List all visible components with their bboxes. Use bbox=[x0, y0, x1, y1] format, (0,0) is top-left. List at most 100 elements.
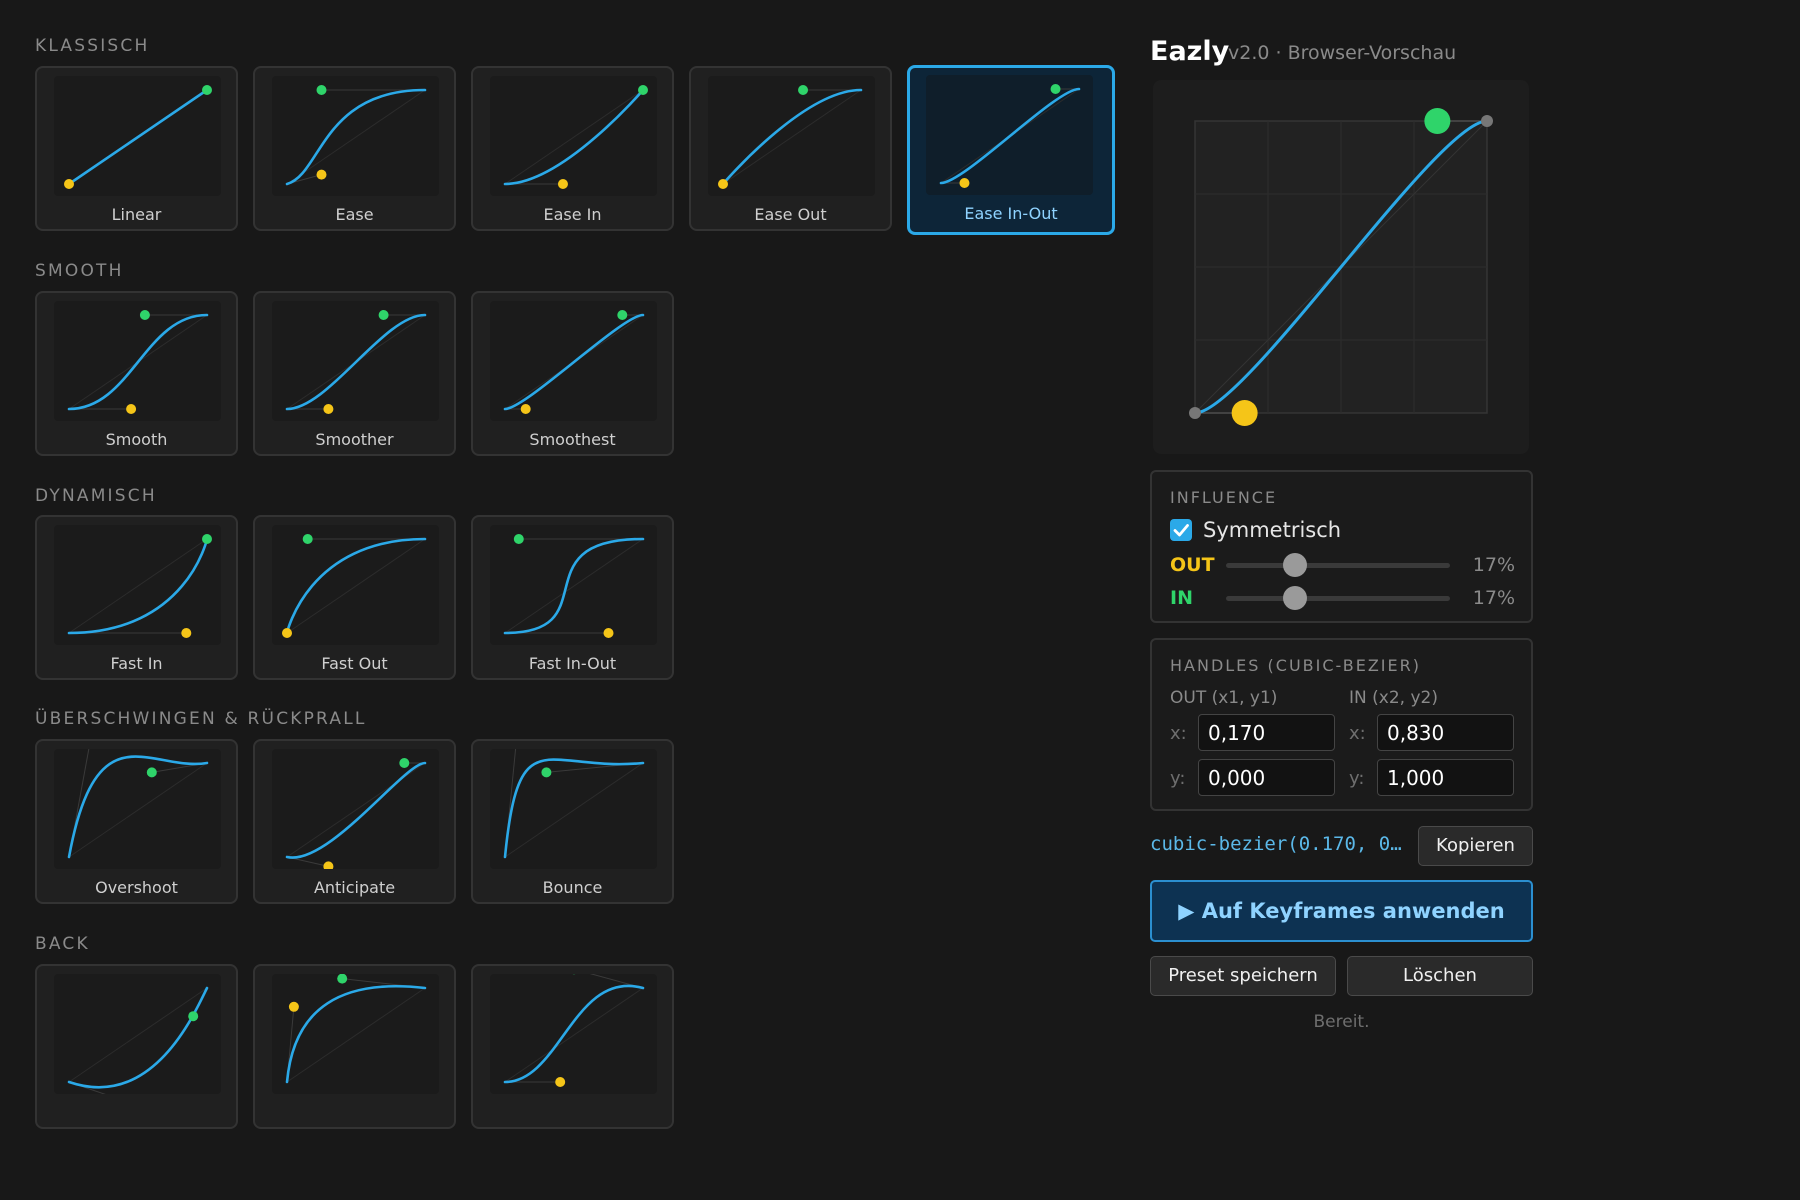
status-text: Bereit. bbox=[1313, 1012, 1370, 1032]
easing-curve bbox=[1194, 119, 1488, 415]
easing-curve bbox=[285, 984, 427, 1084]
copy-button[interactable]: Kopieren bbox=[1418, 826, 1533, 866]
in-handle[interactable] bbox=[1424, 108, 1451, 134]
diagonal-guide bbox=[504, 762, 644, 858]
in-slider-track[interactable] bbox=[1226, 586, 1450, 610]
x2-label: x: bbox=[1349, 723, 1366, 744]
curve-thumbnail bbox=[54, 749, 221, 869]
out-handle-header: OUT (x1, y1) bbox=[1170, 688, 1278, 708]
easing-curve bbox=[67, 88, 209, 186]
diagonal-guide bbox=[286, 89, 426, 185]
preset-card-fast-in[interactable]: Fast In bbox=[35, 515, 238, 680]
preset-card-bounce[interactable]: Bounce bbox=[471, 739, 674, 904]
out-slider-label: OUT bbox=[1170, 554, 1215, 576]
curve-thumbnail bbox=[272, 749, 439, 869]
preset-card-overshoot[interactable]: Overshoot bbox=[35, 739, 238, 904]
out-handle-dot bbox=[520, 404, 531, 414]
preset-label: Bounce bbox=[542, 878, 603, 897]
curve-editor[interactable] bbox=[1153, 80, 1529, 454]
preset-card-ease-in-out[interactable]: Ease In-Out bbox=[907, 65, 1115, 235]
preset-card-back-2[interactable] bbox=[253, 964, 456, 1129]
section-title-back: BACK bbox=[35, 934, 90, 954]
in-handle-dot bbox=[202, 85, 212, 95]
in-handle-dot bbox=[798, 85, 809, 95]
apply-keyframes-button[interactable]: ▶ Auf Keyframes anwenden bbox=[1150, 880, 1533, 942]
preset-card-linear[interactable]: Linear bbox=[35, 66, 238, 231]
save-preset-button[interactable]: Preset speichern bbox=[1150, 956, 1336, 996]
easing-curve bbox=[503, 313, 645, 411]
section-title-dynamisch: DYNAMISCH bbox=[35, 486, 157, 506]
out-handle-dot bbox=[323, 404, 334, 414]
easing-curve bbox=[503, 88, 645, 186]
easing-curve bbox=[503, 984, 645, 1084]
easing-curve bbox=[939, 87, 1081, 185]
curve-thumbnail bbox=[926, 75, 1093, 195]
x1-input[interactable]: 0,170 bbox=[1198, 714, 1335, 751]
in-slider-label: IN bbox=[1170, 587, 1193, 609]
in-handle-header: IN (x2, y2) bbox=[1349, 688, 1438, 708]
diagonal-guide bbox=[286, 538, 426, 634]
easing-curve bbox=[67, 986, 209, 1089]
out-slider-track[interactable] bbox=[1226, 553, 1450, 577]
out-handle-dot bbox=[288, 1001, 299, 1012]
out-slider-knob[interactable] bbox=[1283, 553, 1308, 577]
out-handle[interactable] bbox=[1231, 400, 1258, 426]
y1-input[interactable]: 0,000 bbox=[1198, 759, 1335, 796]
curve-thumbnail bbox=[54, 76, 221, 196]
in-handle-dot bbox=[316, 85, 327, 95]
preset-label: Overshoot bbox=[95, 878, 178, 897]
y2-input[interactable]: 1,000 bbox=[1377, 759, 1514, 796]
css-output-text: cubic-bezier(0.170, 0… bbox=[1150, 833, 1402, 855]
out-handle-dot bbox=[181, 628, 192, 638]
in-handle-dot bbox=[139, 310, 150, 320]
easing-curve bbox=[67, 313, 209, 411]
in-handle-dot bbox=[302, 534, 313, 544]
in-slider-knob[interactable] bbox=[1283, 586, 1308, 610]
preset-label: Ease In-Out bbox=[964, 204, 1058, 223]
curve-editor-canvas[interactable] bbox=[1153, 80, 1529, 454]
curve-thumbnail bbox=[490, 974, 657, 1094]
end-point bbox=[1481, 115, 1493, 127]
preset-card-fast-in-out[interactable]: Fast In-Out bbox=[471, 515, 674, 680]
out-handle-dot bbox=[316, 169, 327, 180]
easing-curve bbox=[503, 758, 645, 859]
start-point bbox=[1189, 407, 1201, 419]
easing-curve bbox=[67, 755, 209, 859]
preset-card-anticipate[interactable]: Anticipate bbox=[253, 739, 456, 904]
section-title-smooth: SMOOTH bbox=[35, 261, 124, 281]
preset-card-back-3[interactable] bbox=[471, 964, 674, 1129]
preset-card-smoothest[interactable]: Smoothest bbox=[471, 291, 674, 456]
preset-card-ease-out[interactable]: Ease Out bbox=[689, 66, 892, 231]
handles-title: HANDLES (CUBIC-BEZIER) bbox=[1170, 656, 1421, 675]
easing-curve bbox=[721, 88, 863, 186]
curve-thumbnail bbox=[708, 76, 875, 196]
preset-card-smooth[interactable]: Smooth bbox=[35, 291, 238, 456]
preset-label: Fast In-Out bbox=[528, 654, 617, 673]
preset-card-ease-in[interactable]: Ease In bbox=[471, 66, 674, 231]
curve-thumbnail bbox=[490, 301, 657, 421]
influence-title: INFLUENCE bbox=[1170, 488, 1278, 507]
out-handle-dot bbox=[126, 404, 137, 414]
diagonal-guide bbox=[722, 89, 862, 185]
in-handle-dot bbox=[337, 974, 348, 984]
in-value: 17% bbox=[1472, 587, 1515, 609]
curve-thumbnail bbox=[272, 76, 439, 196]
x2-input[interactable]: 0,830 bbox=[1377, 714, 1514, 751]
preset-label: Fast In bbox=[110, 654, 163, 673]
curve-thumbnail bbox=[490, 76, 657, 196]
check-icon bbox=[1173, 524, 1189, 537]
preset-card-smoother[interactable]: Smoother bbox=[253, 291, 456, 456]
out-handle-dot bbox=[603, 628, 614, 638]
preset-card-fast-out[interactable]: Fast Out bbox=[253, 515, 456, 680]
curve-thumbnail bbox=[272, 974, 439, 1094]
app-subtitle: v2.0 · Browser-Vorschau bbox=[1228, 42, 1457, 64]
out-handle-line bbox=[68, 1081, 106, 1094]
preset-card-ease[interactable]: Ease bbox=[253, 66, 456, 231]
preset-card-back-1[interactable] bbox=[35, 964, 238, 1129]
symmetric-checkbox[interactable] bbox=[1170, 519, 1192, 541]
easing-curve bbox=[285, 88, 427, 186]
delete-button[interactable]: Löschen bbox=[1347, 956, 1533, 996]
in-handle-dot bbox=[378, 310, 389, 320]
diagonal-guide bbox=[68, 987, 208, 1083]
out-handle-dot bbox=[323, 861, 334, 869]
